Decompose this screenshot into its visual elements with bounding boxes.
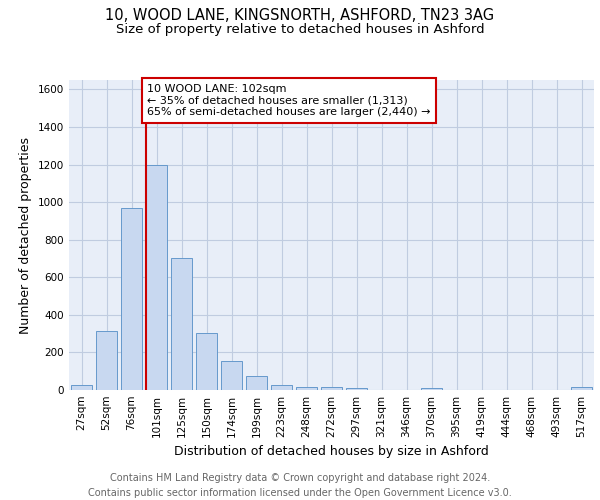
Bar <box>296 386 317 390</box>
Text: Size of property relative to detached houses in Ashford: Size of property relative to detached ho… <box>116 22 484 36</box>
X-axis label: Distribution of detached houses by size in Ashford: Distribution of detached houses by size … <box>174 446 489 458</box>
Bar <box>221 361 242 390</box>
Bar <box>421 388 442 390</box>
Text: 10 WOOD LANE: 102sqm
← 35% of detached houses are smaller (1,313)
65% of semi-de: 10 WOOD LANE: 102sqm ← 35% of detached h… <box>147 84 431 117</box>
Bar <box>246 376 267 390</box>
Bar <box>96 331 117 390</box>
Bar <box>71 386 92 390</box>
Text: 10, WOOD LANE, KINGSNORTH, ASHFORD, TN23 3AG: 10, WOOD LANE, KINGSNORTH, ASHFORD, TN23… <box>106 8 494 22</box>
Bar <box>271 386 292 390</box>
Bar <box>571 386 592 390</box>
Bar <box>171 258 192 390</box>
Y-axis label: Number of detached properties: Number of detached properties <box>19 136 32 334</box>
Text: Contains HM Land Registry data © Crown copyright and database right 2024.
Contai: Contains HM Land Registry data © Crown c… <box>88 472 512 498</box>
Bar <box>346 388 367 390</box>
Bar <box>196 332 217 390</box>
Bar <box>321 387 342 390</box>
Bar <box>146 164 167 390</box>
Bar <box>121 208 142 390</box>
